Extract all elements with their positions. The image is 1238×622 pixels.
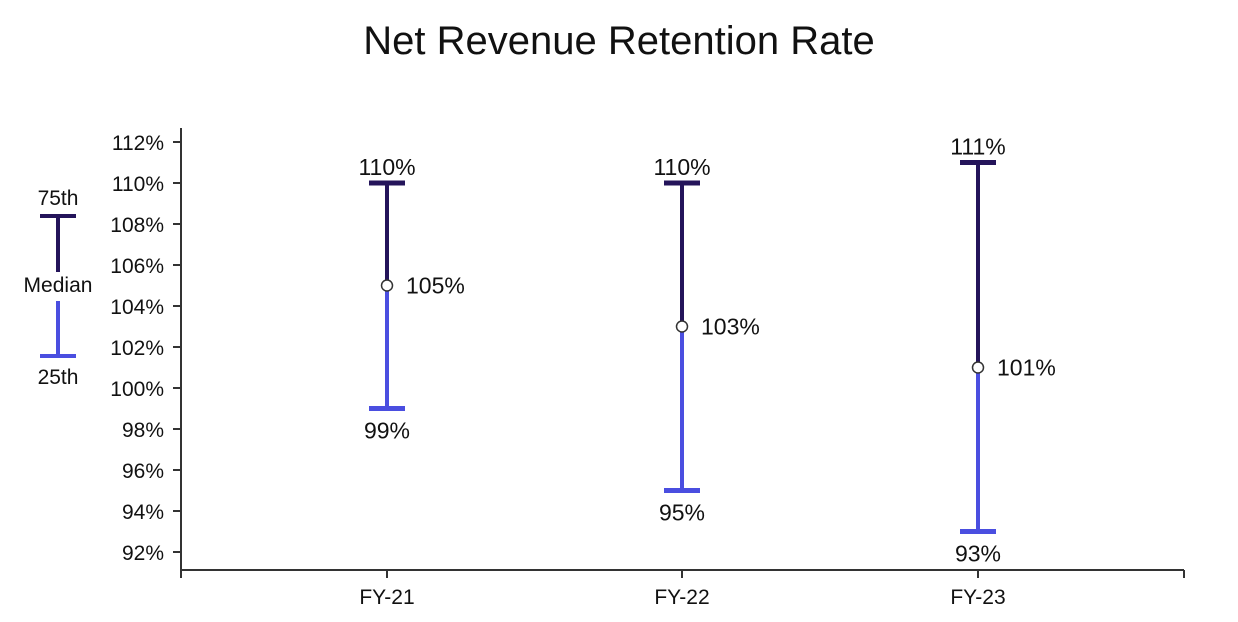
p75-value-label: 111% bbox=[950, 134, 1005, 160]
legend-p25-label: 25th bbox=[38, 366, 79, 389]
y-tick-label: 100% bbox=[110, 378, 164, 401]
legend-p75-label: 75th bbox=[38, 187, 79, 210]
x-axis: FY-21 FY-22 FY-23 bbox=[180, 570, 1185, 609]
x-tick-label: FY-21 bbox=[359, 586, 414, 609]
y-tick-label: 112% bbox=[112, 132, 164, 155]
x-tick-label: FY-23 bbox=[950, 586, 1005, 609]
y-tick-label: 98% bbox=[122, 419, 164, 442]
y-tick-label: 96% bbox=[122, 460, 164, 483]
y-tick-label: 104% bbox=[110, 296, 164, 319]
x-tick-label: FY-22 bbox=[654, 586, 709, 609]
y-tick-label: 94% bbox=[122, 501, 164, 524]
y-tick-label: 102% bbox=[110, 337, 164, 360]
median-value-label: 103% bbox=[701, 314, 760, 340]
y-tick-label: 92% bbox=[122, 542, 164, 565]
median-point bbox=[380, 279, 394, 292]
chart-title: Net Revenue Retention Rate bbox=[363, 19, 874, 63]
p75-value-label: 110% bbox=[653, 154, 710, 180]
series-layer: 110% 105% 99% 110% 103% 95% 111% 101% 93% bbox=[358, 134, 1055, 567]
median-point bbox=[971, 361, 985, 374]
y-axis: 92% 94% 96% 98% 100% 102% 104% 106% 108% 110% 112% bbox=[110, 132, 181, 565]
legend: 75th Median 25th bbox=[24, 187, 93, 389]
p25-value-label: 95% bbox=[659, 500, 705, 526]
p25-value-label: 93% bbox=[955, 541, 1001, 567]
legend-median-label: Median bbox=[24, 274, 93, 297]
y-tick-label: 110% bbox=[112, 173, 164, 196]
median-value-label: 105% bbox=[406, 273, 465, 299]
p75-value-label: 110% bbox=[358, 154, 415, 180]
y-tick-label: 106% bbox=[110, 255, 164, 278]
y-tick-label: 108% bbox=[110, 214, 164, 237]
median-value-label: 101% bbox=[997, 355, 1056, 381]
p25-value-label: 99% bbox=[364, 418, 410, 444]
median-point bbox=[675, 320, 689, 333]
